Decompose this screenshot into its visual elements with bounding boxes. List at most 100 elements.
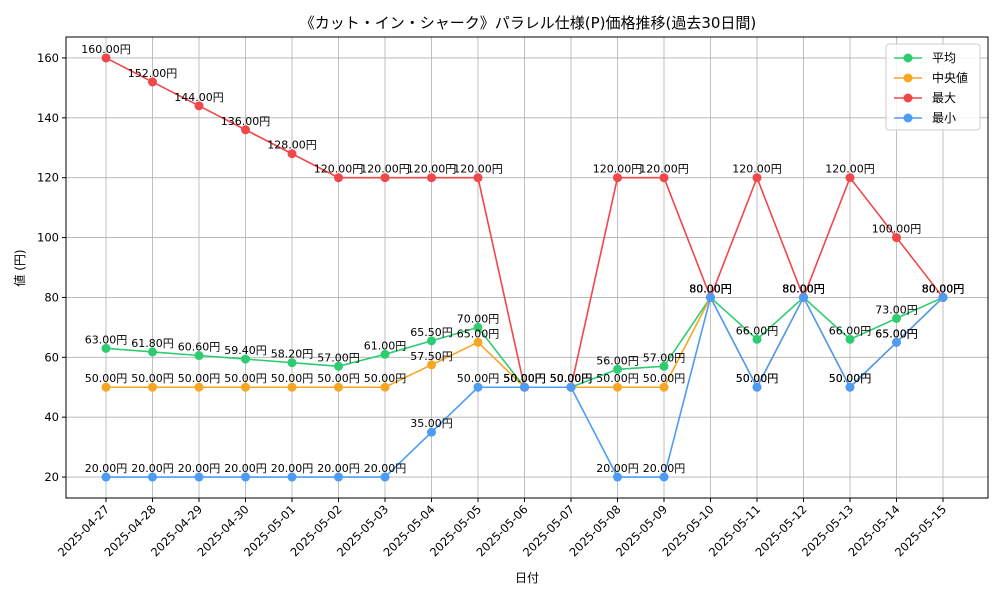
series-1-point bbox=[473, 322, 483, 332]
data-label: 56.00円 bbox=[596, 354, 639, 367]
series-3-point bbox=[613, 173, 622, 183]
series-1-point bbox=[101, 343, 111, 353]
series-1-point bbox=[380, 349, 390, 359]
series-3-point bbox=[194, 101, 204, 111]
data-label: 20.00円 bbox=[317, 462, 360, 475]
y-tick-label: 60 bbox=[44, 350, 59, 364]
data-label: 50.00円 bbox=[550, 372, 593, 385]
data-label: 57.00円 bbox=[643, 351, 686, 364]
data-label: 120.00円 bbox=[825, 163, 875, 176]
series-3-point bbox=[241, 125, 250, 135]
y-axis-label: 値 (円) bbox=[12, 249, 27, 286]
y-axis: 20 40 60 80 100 120 140 160 bbox=[37, 51, 66, 484]
data-label: 66.00円 bbox=[736, 324, 779, 337]
legend-label: 中央値 bbox=[932, 70, 968, 85]
data-label: 80.00円 bbox=[689, 282, 732, 295]
series-1-point bbox=[613, 364, 622, 374]
data-label: 65.00円 bbox=[875, 327, 918, 340]
series-2-point bbox=[334, 382, 343, 392]
data-label: 58.20円 bbox=[271, 348, 314, 361]
series-4-point bbox=[892, 337, 901, 347]
data-label: 160.00円 bbox=[81, 43, 131, 56]
series-4-point bbox=[427, 427, 436, 437]
data-label: 120.00円 bbox=[639, 163, 689, 176]
series-4-point bbox=[566, 382, 576, 392]
data-label: 20.00円 bbox=[85, 462, 128, 475]
series-4-point bbox=[938, 292, 948, 302]
data-label: 65.00円 bbox=[457, 327, 500, 340]
series-3-point bbox=[845, 173, 855, 183]
y-tick-label: 100 bbox=[37, 231, 59, 245]
series-1-point bbox=[659, 361, 669, 371]
data-label: 80.00円 bbox=[782, 282, 825, 295]
series-4-point bbox=[473, 382, 483, 392]
series-4-point bbox=[380, 472, 390, 482]
series-group bbox=[101, 53, 948, 482]
legend-marker bbox=[903, 73, 913, 83]
data-label: 70.00円 bbox=[457, 312, 500, 325]
legend-label: 最小 bbox=[932, 111, 956, 125]
x-axis-label: 日付 bbox=[515, 571, 539, 585]
data-label: 120.00円 bbox=[407, 163, 457, 176]
plot-frame bbox=[65, 36, 989, 499]
data-label: 144.00円 bbox=[174, 91, 224, 104]
series-3-point bbox=[892, 233, 901, 243]
series-4-point bbox=[520, 382, 529, 392]
data-label: 50.00円 bbox=[643, 372, 686, 385]
data-label: 50.00円 bbox=[85, 372, 128, 385]
series-4-point bbox=[706, 292, 715, 302]
data-label: 20.00円 bbox=[224, 462, 267, 475]
series-2-point bbox=[287, 382, 297, 392]
data-label: 50.00円 bbox=[178, 372, 221, 385]
series-4-point bbox=[334, 472, 343, 482]
series-4-point bbox=[287, 472, 297, 482]
series-1-point bbox=[241, 354, 250, 364]
chart-title: 《カット・イン・シャーク》パラレル仕様(P)価格推移(過去30日間) bbox=[300, 14, 757, 32]
data-label: 20.00円 bbox=[643, 462, 686, 475]
data-label: 120.00円 bbox=[453, 163, 503, 176]
series-1-point bbox=[287, 358, 297, 368]
series-2-point bbox=[194, 382, 204, 392]
series-4-point bbox=[799, 292, 808, 302]
data-label: 152.00円 bbox=[128, 67, 178, 80]
data-label: 50.00円 bbox=[131, 372, 174, 385]
data-label: 50.00円 bbox=[736, 372, 779, 385]
data-label: 61.80円 bbox=[131, 337, 174, 350]
data-label: 50.00円 bbox=[829, 372, 872, 385]
data-label: 60.60円 bbox=[178, 341, 221, 354]
data-label: 20.00円 bbox=[178, 462, 221, 475]
series-1-point bbox=[148, 347, 157, 357]
legend-marker bbox=[903, 53, 913, 63]
data-label: 80.00円 bbox=[689, 282, 732, 295]
data-label: 120.00円 bbox=[732, 163, 782, 176]
data-label: 50.00円 bbox=[550, 372, 593, 385]
series-4-point bbox=[148, 472, 157, 482]
data-label: 35.00円 bbox=[410, 417, 453, 430]
y-tick-label: 120 bbox=[37, 171, 59, 185]
series-1-point bbox=[892, 313, 901, 323]
series-2-point bbox=[241, 382, 250, 392]
series-2-point bbox=[380, 382, 390, 392]
legend-box bbox=[885, 43, 981, 131]
data-label: 80.00円 bbox=[922, 282, 965, 295]
data-label: 20.00円 bbox=[596, 462, 639, 475]
series-2-point bbox=[473, 337, 483, 347]
data-label: 63.00円 bbox=[85, 333, 128, 346]
series-3-point bbox=[287, 149, 297, 159]
data-label: 50.00円 bbox=[596, 372, 639, 385]
data-label: 50.00円 bbox=[364, 372, 407, 385]
data-label: 20.00円 bbox=[131, 462, 174, 475]
data-label: 50.00円 bbox=[503, 372, 546, 385]
series-3-point bbox=[380, 173, 390, 183]
data-label: 61.00円 bbox=[364, 339, 407, 352]
x-axis: 2025-04-272025-04-282025-04-292025-04-30… bbox=[55, 498, 949, 559]
data-label: 50.00円 bbox=[736, 372, 779, 385]
series-4-point bbox=[613, 472, 622, 482]
data-label: 50.00円 bbox=[224, 372, 267, 385]
series-3-point bbox=[148, 77, 157, 87]
data-label: 50.00円 bbox=[317, 372, 360, 385]
series-2-point bbox=[101, 382, 111, 392]
series-3-point bbox=[659, 173, 669, 183]
